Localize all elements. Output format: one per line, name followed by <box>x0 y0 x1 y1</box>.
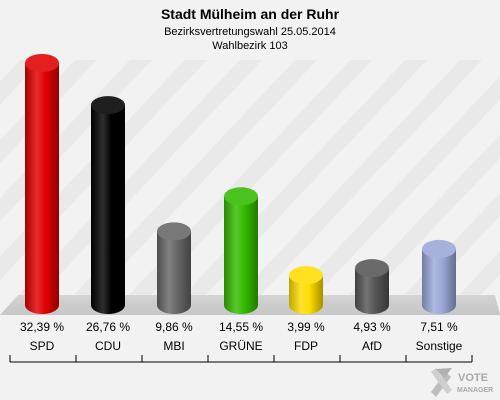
bar-top <box>289 266 323 285</box>
bar-top <box>422 239 456 258</box>
value-label: 4,93 % <box>353 320 391 334</box>
bar-top <box>157 222 191 241</box>
bar-mbi <box>157 222 191 314</box>
bar-body <box>422 248 456 314</box>
category-label: MBI <box>163 339 184 353</box>
bar-sonstige <box>422 239 456 314</box>
category-label: Sonstige <box>416 339 463 353</box>
bar-body <box>25 63 59 314</box>
logo-text-vote: VOTE <box>458 372 488 384</box>
category-label: AfD <box>362 339 382 353</box>
value-label: 14,55 % <box>219 320 263 334</box>
district-label: Wahlbezirk 103 <box>212 40 287 52</box>
bar-body <box>224 196 258 314</box>
bar-spd <box>25 54 59 314</box>
bar-fdp <box>289 266 323 314</box>
background-stripe <box>275 75 500 315</box>
category-label: FDP <box>294 339 318 353</box>
chart-title: Stadt Mülheim an der Ruhr <box>161 6 340 22</box>
background-stripe <box>220 60 482 315</box>
bar-grüne <box>224 187 258 314</box>
background-stripe <box>0 60 262 315</box>
bars-group <box>25 54 456 315</box>
category-label: GRÜNE <box>219 339 262 353</box>
bar-body <box>157 231 191 314</box>
bar-top <box>224 187 258 206</box>
value-label: 9,86 % <box>155 320 193 334</box>
logo-text-manager: MANAGER <box>457 387 493 394</box>
chart-subtitle: Bezirksvertretungswahl 25.05.2014 <box>164 26 336 38</box>
bar-top <box>25 54 59 72</box>
bar-top <box>91 96 125 115</box>
value-label: 26,76 % <box>86 320 130 334</box>
labels-group: 32,39 % SPD 26,76 % CDU 9,86 % MBI 14,55 % GRÜN… <box>20 320 463 353</box>
category-label: CDU <box>95 339 121 353</box>
bar-body <box>289 275 323 314</box>
bar-cdu <box>91 96 125 315</box>
bar-top <box>355 259 389 278</box>
bar-body <box>91 105 125 315</box>
vote-manager-logo: VOTE MANAGER <box>431 368 493 397</box>
category-label: SPD <box>30 339 55 353</box>
bar-afd <box>355 259 389 314</box>
bar-body <box>355 268 389 314</box>
value-label: 7,51 % <box>420 320 458 334</box>
ballot-x-icon <box>431 368 452 397</box>
value-label: 3,99 % <box>287 320 325 334</box>
category-axis <box>9 355 473 363</box>
value-label: 32,39 % <box>20 320 64 334</box>
